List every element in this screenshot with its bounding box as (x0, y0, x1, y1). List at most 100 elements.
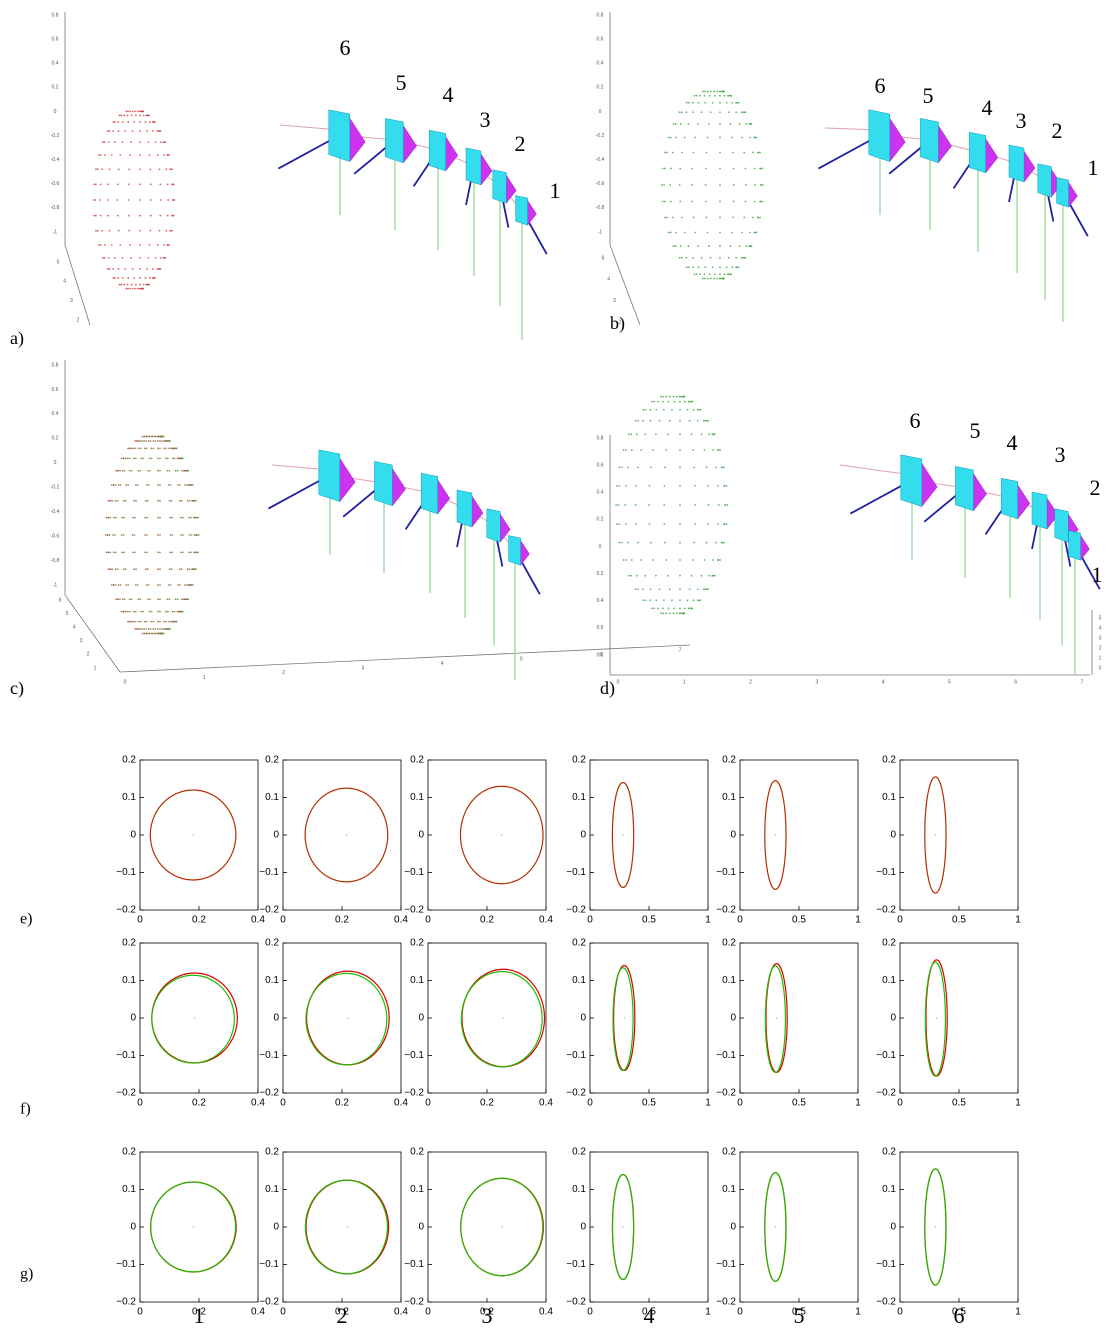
camera-body (1056, 177, 1069, 208)
surface-point (110, 244, 113, 246)
column-label: 5 (794, 1303, 805, 1328)
surface-point (616, 484, 618, 487)
surface-point (159, 499, 161, 502)
surface-point (169, 551, 172, 554)
surface-point (152, 447, 155, 450)
x-tick-label: 1 (855, 915, 861, 926)
surface-point (136, 484, 139, 486)
surface-point (117, 268, 120, 270)
surface-point (745, 123, 748, 125)
surface-point (119, 598, 121, 601)
y-tick-label: −0.2 (259, 1297, 279, 1308)
surface-point (618, 523, 621, 526)
x-tick-label: 1 (1015, 915, 1021, 926)
camera-number: 1 (1088, 155, 1099, 180)
projection-ellipse (304, 787, 389, 883)
surface-point (707, 504, 710, 506)
surface-point (690, 400, 693, 403)
surface-point (171, 620, 174, 623)
surface-point (123, 516, 126, 519)
surface-point (123, 551, 126, 554)
surface-point (672, 123, 675, 125)
surface-point (150, 610, 153, 613)
axis-tick-label: 5 (57, 259, 60, 265)
surface-point (137, 598, 140, 601)
surface-point (144, 534, 146, 536)
surface-point (121, 598, 124, 601)
projection-plot: 0 0.5 1 0.2 0.1 0 −0.1 −0.2 (716, 1147, 861, 1318)
surface-point (624, 504, 627, 506)
surface-point (699, 273, 701, 276)
surface-point (111, 568, 114, 571)
axis-tick-label: 1 (203, 675, 206, 681)
y-tick-label: 0 (418, 1222, 424, 1233)
surface-point (195, 568, 197, 571)
surface-point (115, 469, 118, 472)
center-dot (775, 1017, 778, 1019)
y-tick-label: −0.2 (876, 905, 896, 916)
surface-point (649, 466, 652, 469)
projection-ellipse (612, 967, 634, 1072)
y-tick-label: 0.2 (882, 938, 896, 949)
surface-point (709, 256, 712, 259)
camera-side (938, 124, 952, 164)
surface-point (159, 268, 162, 270)
surface-point (705, 466, 708, 469)
surface-point (157, 598, 159, 601)
x-tick-label: 0 (897, 1098, 903, 1109)
surface-point (649, 408, 652, 411)
surface-point (105, 516, 108, 519)
surface-point (187, 598, 190, 601)
surface-point (721, 277, 724, 280)
surface-point (149, 628, 152, 630)
surface-point (123, 469, 126, 472)
surface-point (644, 433, 647, 436)
surface-point (744, 256, 747, 259)
camera-body (1031, 491, 1048, 530)
x-tick-label: 0 (897, 1307, 903, 1318)
y-tick-label: 0.1 (122, 1184, 136, 1195)
surface-point (97, 244, 100, 246)
surface-point (699, 599, 702, 602)
surface-point (128, 229, 131, 232)
axis-tick-label: 2 (282, 670, 285, 676)
surface-point (130, 283, 133, 286)
surface-point (752, 151, 754, 154)
axis-tick-label: 4 (73, 625, 76, 631)
surface-point (193, 499, 196, 502)
projection-ellipse (611, 781, 635, 889)
surface-point (191, 568, 194, 571)
camera-side (889, 117, 906, 163)
surface-point (169, 168, 172, 171)
surface-point (107, 499, 110, 502)
plot-frame (589, 1151, 709, 1303)
surface-point (679, 504, 681, 506)
surface-point (648, 504, 650, 506)
surface-point (171, 168, 173, 171)
surface-point (143, 435, 146, 438)
surface-point (653, 607, 656, 610)
surface-point (163, 620, 165, 623)
axis-line (609, 244, 641, 326)
surface-point (135, 283, 137, 286)
y-tick-label: −0.1 (116, 1050, 136, 1061)
surface-point (161, 435, 163, 438)
y-tick-label: 0.1 (265, 1184, 279, 1195)
surface-point (705, 216, 708, 219)
surface-point (753, 200, 756, 203)
surface-point (176, 457, 179, 460)
surface-point (116, 199, 119, 201)
axis-tick-label: 3 (815, 679, 818, 685)
surface-point (687, 245, 690, 247)
surface-point (680, 111, 683, 114)
x-tick-label: 0.4 (251, 915, 265, 926)
surface-point (120, 610, 123, 613)
surface-point (716, 449, 719, 451)
surface-point (692, 559, 694, 561)
surface-point (719, 277, 721, 280)
y-tick-label: 0.2 (265, 938, 279, 949)
surface-point (142, 457, 145, 460)
surface-point (171, 534, 174, 536)
surface-point (678, 111, 681, 114)
x-tick-label: 0 (137, 1307, 143, 1318)
